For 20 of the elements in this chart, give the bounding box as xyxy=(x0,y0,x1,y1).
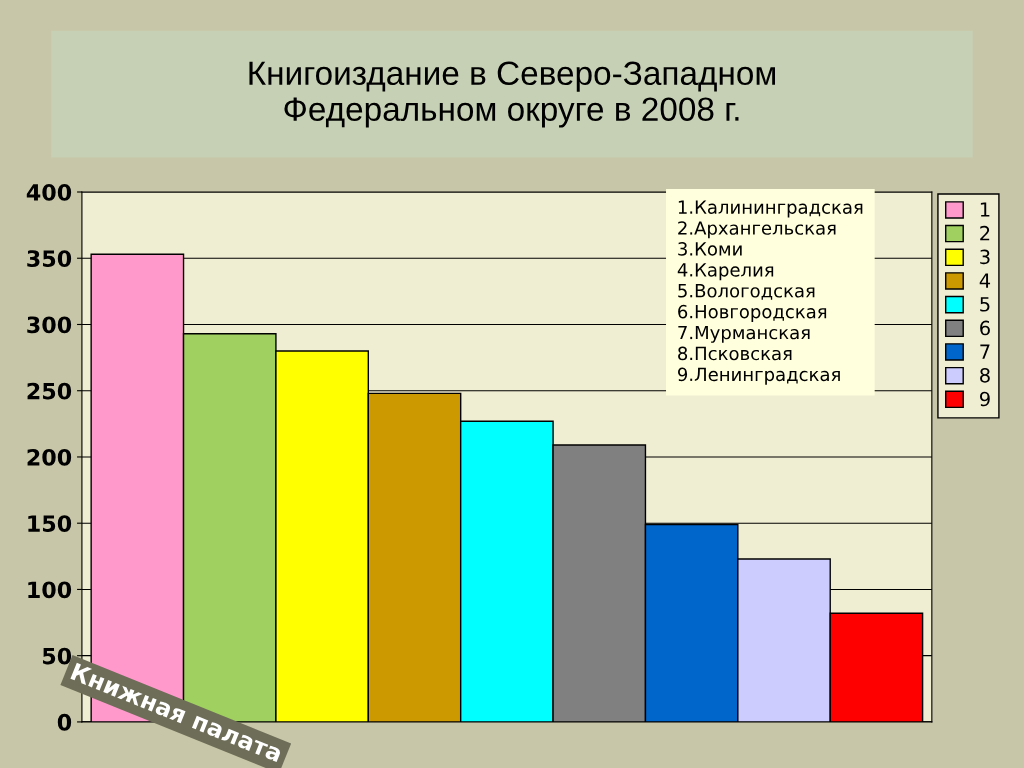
legend-label: 1 xyxy=(980,202,990,217)
y-tick-label: 400 xyxy=(26,183,72,201)
legend-label: 5 xyxy=(980,297,990,312)
text: 1.Калининградская 2.Архангельская 3.Коми 4.Карелия 5.Вологодская 6.Новгородская 7.Мурманская 8.Псковская 9.Ленинградская xyxy=(677,200,863,385)
legend-label: 8 xyxy=(980,367,990,383)
y-tick-label: 200 xyxy=(27,448,72,466)
y-tick-label: 150 xyxy=(28,515,72,532)
y-tick-label: 0 xyxy=(57,713,72,731)
y-tick-label: 300 xyxy=(27,316,72,334)
legend-label: 6 xyxy=(980,320,990,336)
legend-label: 4 xyxy=(979,273,991,288)
y-tick-label: 350 xyxy=(27,250,72,267)
y-tick-label: 250 xyxy=(27,382,72,400)
y-tick-label: 100 xyxy=(28,581,72,599)
legend-label: 7 xyxy=(980,344,990,359)
legend-label: 9 xyxy=(979,391,990,407)
y-tick-label: 50 xyxy=(42,647,72,665)
chart-title: Книгоиздание в Северо-Западном Федеральном округе в 2008 г. xyxy=(249,61,775,128)
legend-label: 2 xyxy=(980,225,990,241)
legend-label: 3 xyxy=(980,249,990,265)
